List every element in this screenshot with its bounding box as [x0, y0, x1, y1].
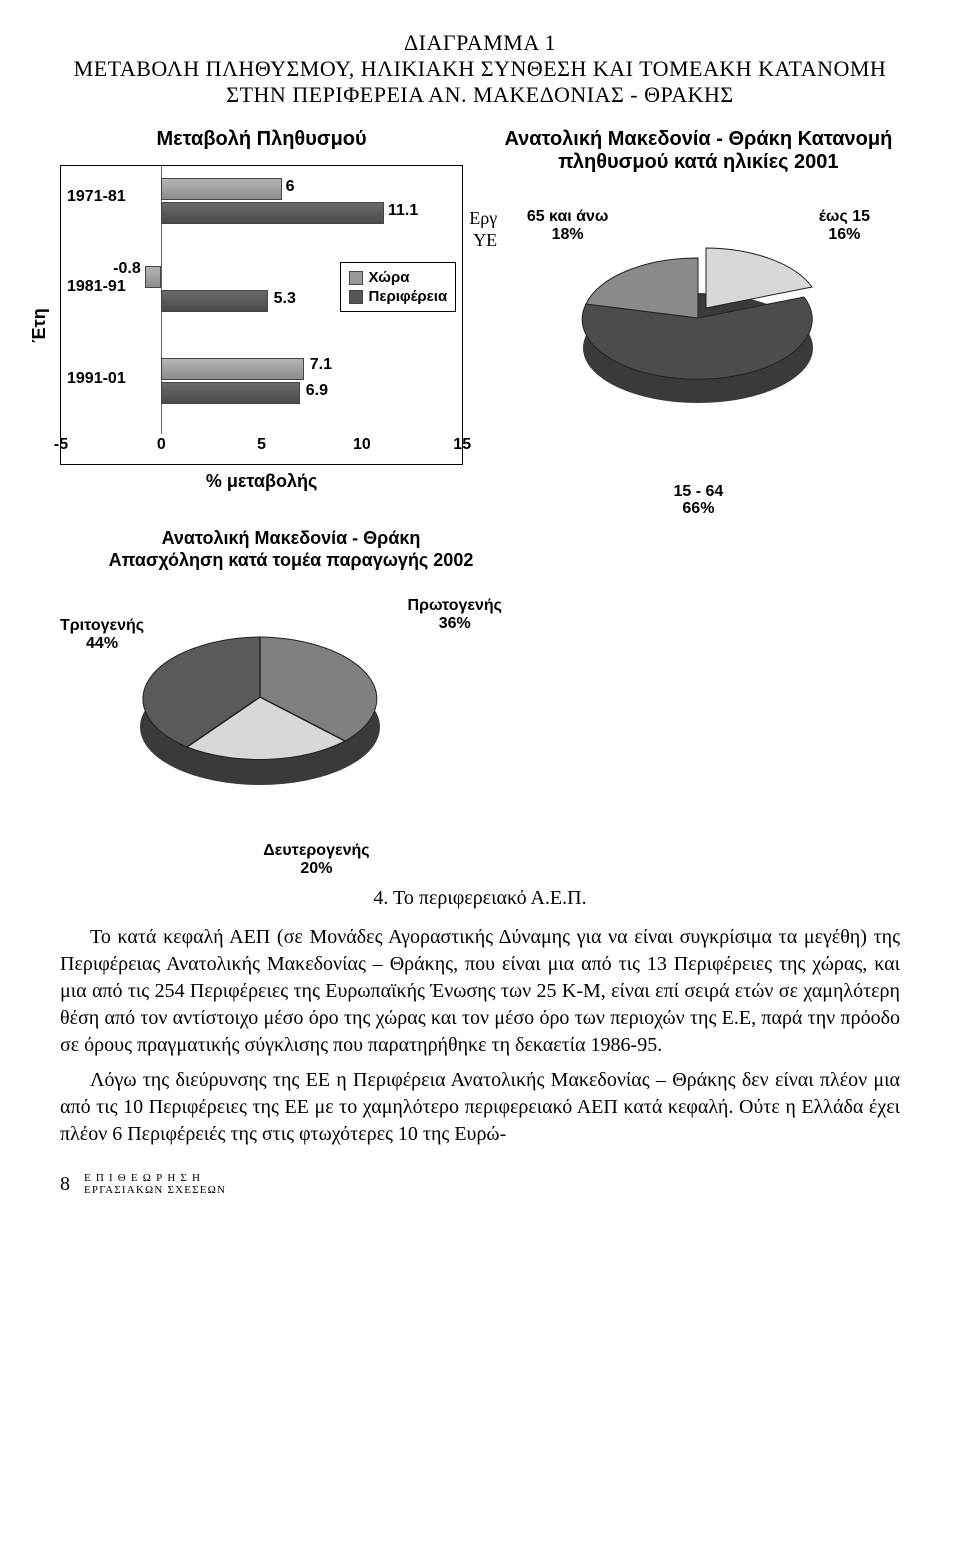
legend-label-0: Χώρα	[369, 269, 410, 286]
bar-cat-0: 1971-81	[67, 188, 126, 206]
body-paragraph-1: Λόγω της διεύρυνσης της ΕΕ η Περιφέρεια …	[60, 1067, 900, 1148]
bar-val-0-1: 11.1	[388, 202, 418, 220]
sector-slice-label-0: Τριτογενής 44%	[60, 617, 144, 652]
bar-2-series-1	[161, 382, 299, 404]
legend-label-1: Περιφέρεια	[369, 288, 448, 305]
page-number: 8	[60, 1173, 70, 1196]
age-slice-label-0: 65 και άνω 18%	[527, 208, 609, 243]
extra-note-2: ΥΕ	[473, 230, 497, 251]
bar-val-2-1: 6.9	[306, 382, 328, 400]
title-line-3: ΣΤΗΝ ΠΕΡΙΦΕΡΕΙΑ ΑΝ. ΜΑΚΕΔΟΝΙΑΣ - ΘΡΑΚΗΣ	[60, 82, 900, 108]
sector-slice-label-2: Δευτερογενής 20%	[263, 842, 369, 877]
sector-slice-label-1: Πρωτογενής 36%	[408, 597, 502, 632]
bar-chart-title: Μεταβολή Πληθυσμού	[60, 128, 463, 151]
page-title: ΔΙΑΓΡΑΜΜΑ 1 ΜΕΤΑΒΟΛΗ ΠΛΗΘΥΣΜΟΥ, ΗΛΙΚΙΑΚΗ…	[60, 30, 900, 108]
title-line-1: ΔΙΑΓΡΑΜΜΑ 1	[60, 30, 900, 56]
bar-val-1-1: 5.3	[274, 290, 296, 308]
sector-pie-title: Ανατολική Μακεδονία - Θράκη Απασχόληση κ…	[60, 528, 522, 571]
bar-x-ticks: -5 0 5 10 15	[61, 436, 462, 460]
extra-note-1: Εργ	[469, 208, 497, 229]
age-distribution-chart: Ανατολική Μακεδονία - Θράκη Κατανομή πλη…	[497, 128, 900, 518]
bar-0-series-1	[161, 202, 384, 224]
sector-pie-svg	[100, 577, 440, 827]
bar-legend: Χώρα Περιφέρεια	[340, 262, 457, 312]
bar-1-series-0	[145, 266, 161, 288]
page-footer: 8 Ε Π Ι Θ Ε Ω Ρ Η Σ Η ΕΡΓΑΣΙΑΚΩΝ ΣΧΕΣΕΩΝ	[60, 1172, 900, 1196]
footer-caption: Ε Π Ι Θ Ε Ω Ρ Η Σ Η ΕΡΓΑΣΙΑΚΩΝ ΣΧΕΣΕΩΝ	[84, 1172, 226, 1196]
bar-x-axis-label: % μεταβολής	[60, 471, 463, 492]
legend-swatch-0	[349, 271, 363, 285]
age-pie-title: Ανατολική Μακεδονία - Θράκη Κατανομή πλη…	[497, 128, 900, 174]
sector-distribution-chart: Ανατολική Μακεδονία - Θράκη Απασχόληση κ…	[60, 528, 522, 877]
bar-1-series-1	[161, 290, 267, 312]
age-slice-label-2: 15 - 64 66%	[674, 483, 724, 518]
bar-val-2-0: 7.1	[310, 356, 332, 374]
bar-2-series-0	[161, 358, 303, 380]
bar-cat-2: 1991-01	[67, 370, 126, 388]
bar-val-1-0: -0.8	[113, 260, 141, 278]
body-paragraph-0: Το κατά κεφαλή ΑΕΠ (σε Μονάδες Αγοραστικ…	[60, 924, 900, 1059]
charts-row-2: Ανατολική Μακεδονία - Θράκη Απασχόληση κ…	[60, 528, 900, 877]
charts-row-1: Μεταβολή Πληθυσμού Έτη 1971-81 6 11.1 19…	[60, 128, 900, 518]
population-change-chart: Μεταβολή Πληθυσμού Έτη 1971-81 6 11.1 19…	[60, 128, 463, 518]
legend-swatch-1	[349, 290, 363, 304]
bar-cat-1: 1981-91	[67, 278, 126, 296]
bar-val-0-0: 6	[286, 178, 295, 196]
section-heading: 4. Το περιφερειακό Α.Ε.Π.	[60, 887, 900, 910]
title-line-2: ΜΕΤΑΒΟΛΗ ΠΛΗΘΥΣΜΟΥ, ΗΛΙΚΙΑΚΗ ΣΥΝΘΕΣΗ ΚΑΙ…	[60, 56, 900, 82]
age-slice-label-1: έως 15 16%	[819, 208, 870, 243]
bar-0-series-0	[161, 178, 281, 200]
bar-y-axis-label: Έτη	[29, 308, 50, 342]
